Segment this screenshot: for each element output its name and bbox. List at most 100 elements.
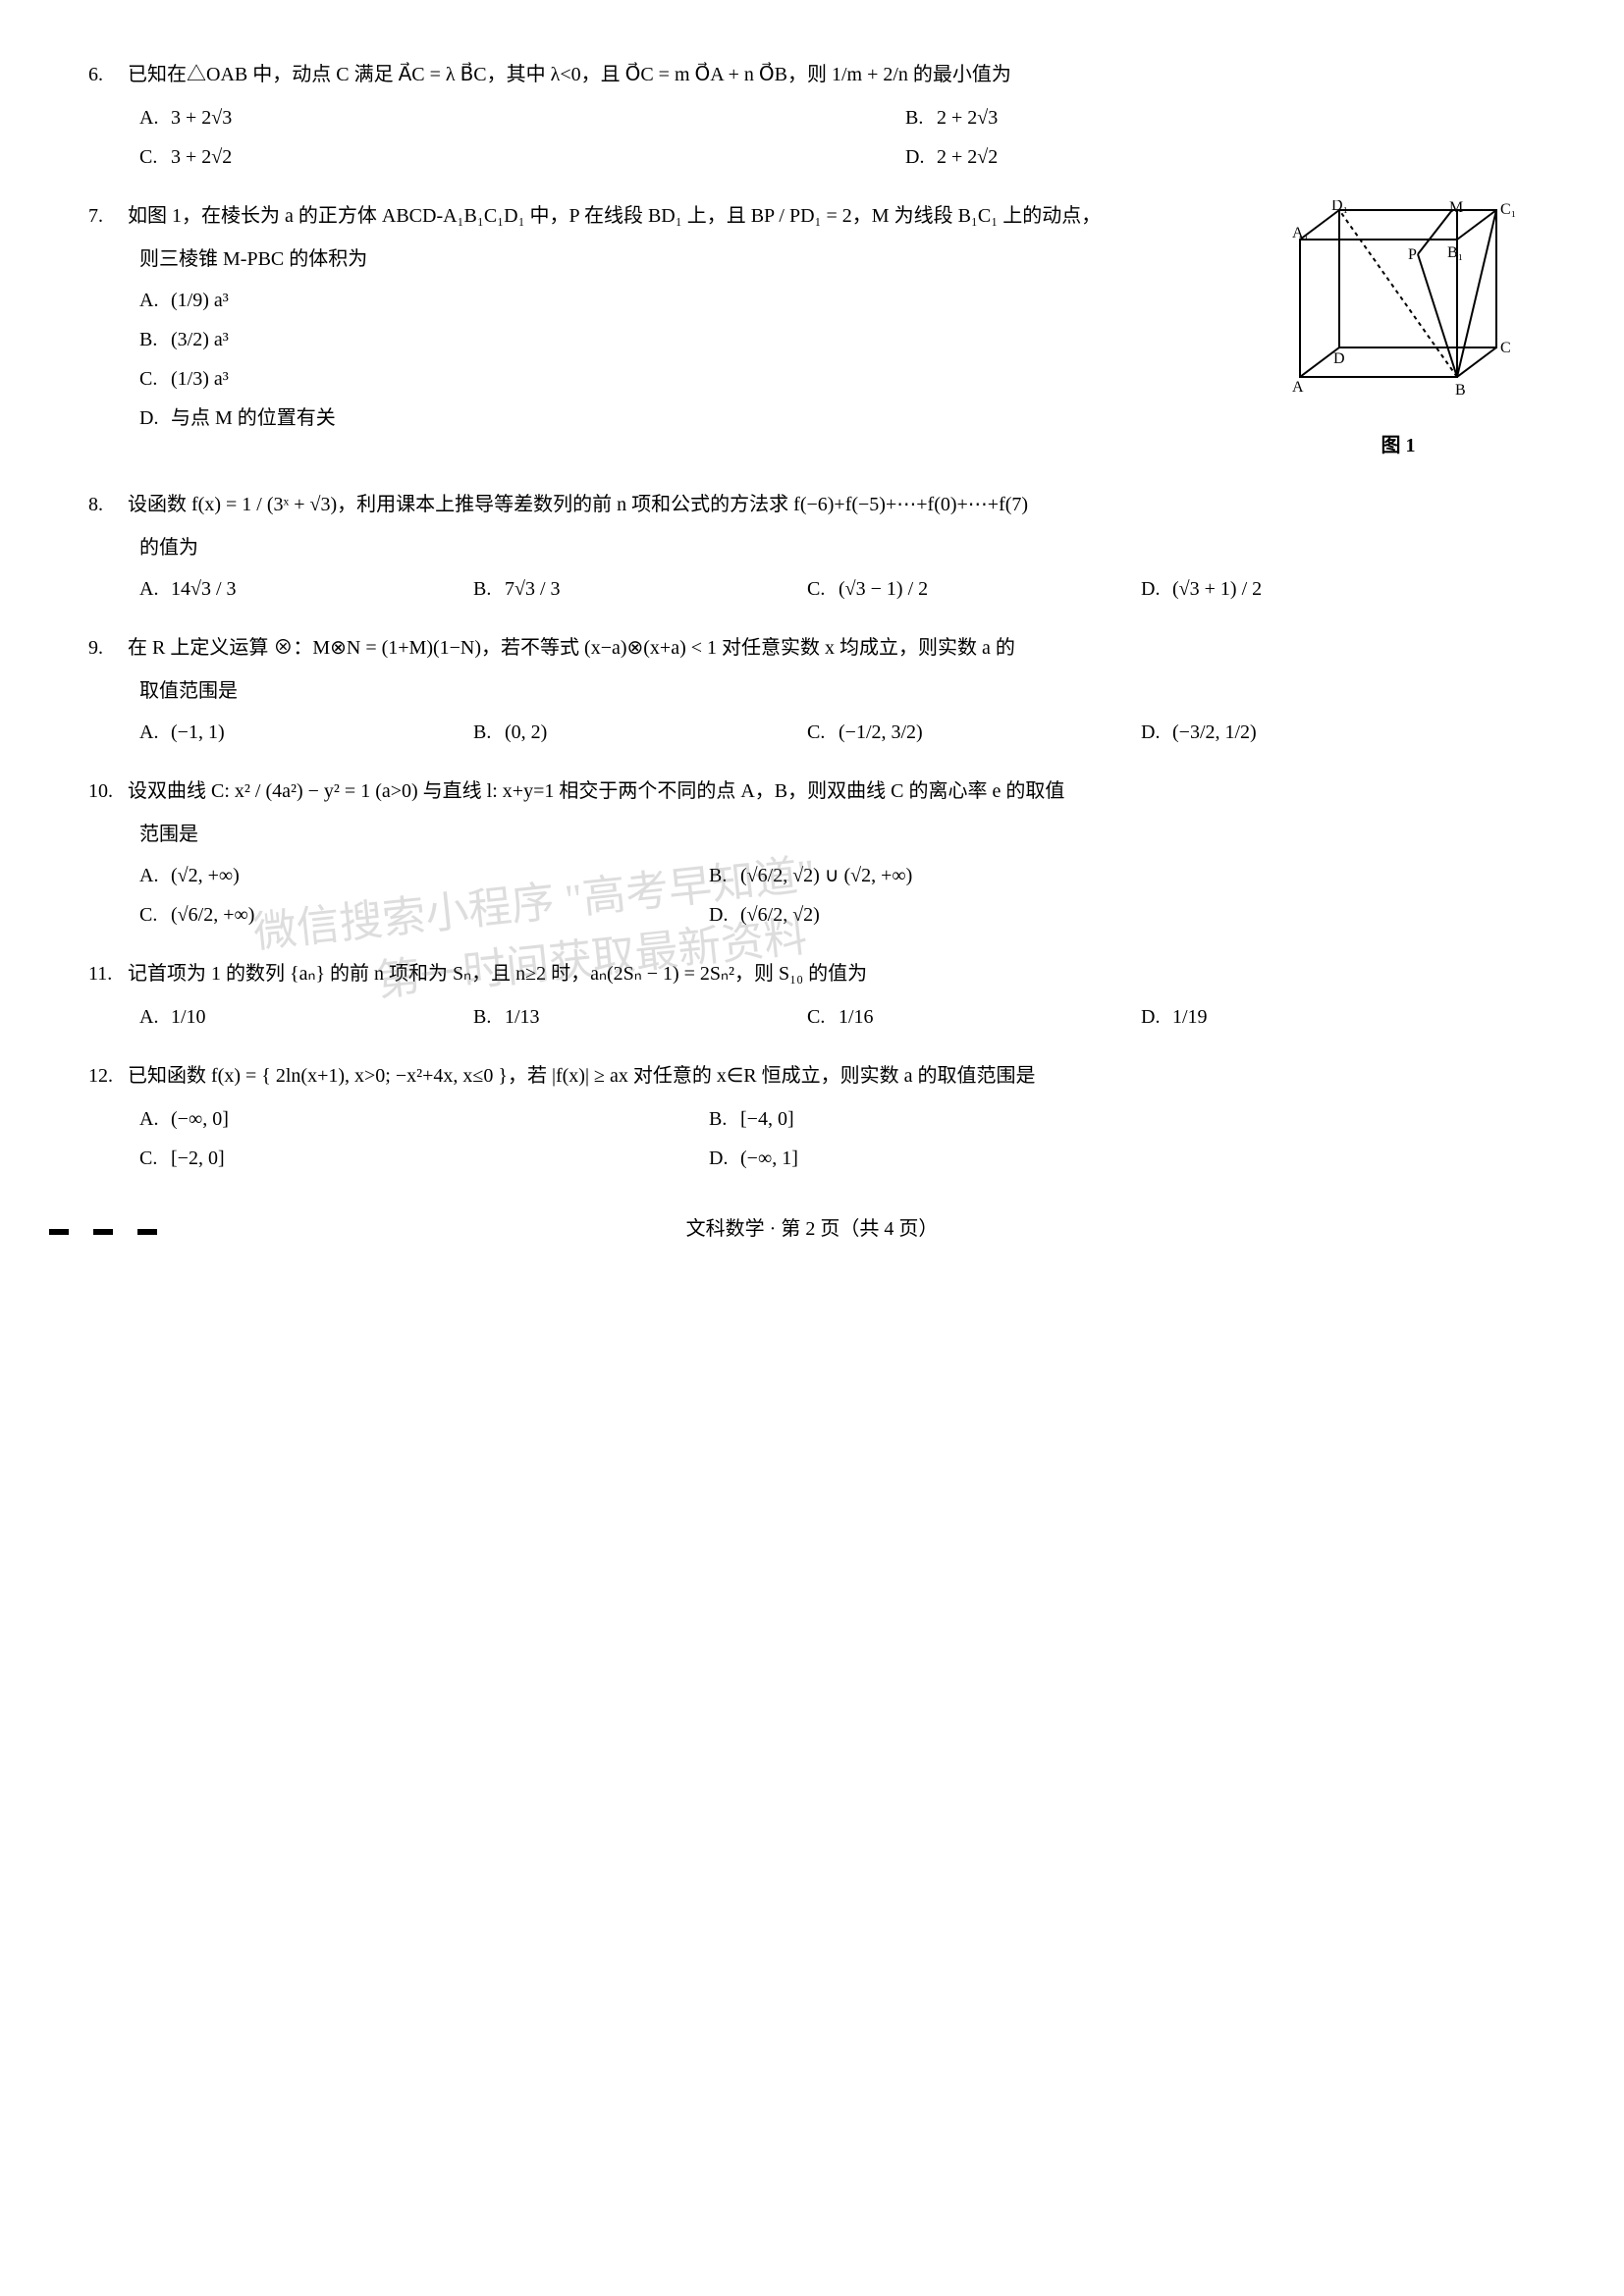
option-label-d: D. [1141,1001,1172,1033]
q7-option-b: B.(3/2) a³ [139,324,473,355]
option-label-d: D. [1141,573,1172,605]
question-12: 12.已知函数 f(x) = { 2ln(x+1), x>0; −x²+4x, … [88,1060,1536,1174]
q6-text: 已知在△OAB 中，动点 C 满足 A⃗C = λ B⃗C，其中 λ<0，且 O… [128,64,1011,85]
q8-c-text: (√3 − 1) / 2 [839,578,928,600]
svg-text:A₁: A₁ [1292,225,1309,241]
q10-b-text: (√6/2, √2) ∪ (√2, +∞) [740,865,912,886]
q8-option-b: B.7√3 / 3 [473,573,807,605]
figure-1: A B C D A₁ B₁ C₁ D₁ P M 图 1 [1261,200,1536,461]
q6-stem: 6.已知在△OAB 中，动点 C 满足 A⃗C = λ B⃗C，其中 λ<0，且… [88,59,1536,90]
q12-c-text: [−2, 0] [171,1148,225,1169]
q10-option-d: D.(√6/2, √2) [709,899,1043,931]
q8-b-text: 7√3 / 3 [505,578,561,600]
q8-d-text: (√3 + 1) / 2 [1172,578,1262,600]
q12-option-c: C.[−2, 0] [139,1143,709,1174]
option-label-a: A. [139,285,171,316]
q10-option-c: C.(√6/2, +∞) [139,899,709,931]
q10-number: 10. [88,775,128,807]
option-label-d: D. [139,402,171,434]
q10-a-text: (√2, +∞) [171,865,240,886]
option-label-d: D. [905,141,937,173]
option-label-a: A. [139,1001,171,1033]
q10-option-a: A.(√2, +∞) [139,860,709,891]
option-label-d: D. [709,899,740,931]
q12-b-text: [−4, 0] [740,1108,794,1130]
svg-text:D: D [1333,350,1345,367]
q11-option-a: A.1/10 [139,1001,473,1033]
svg-text:B: B [1455,382,1466,399]
option-label-b: B. [473,573,505,605]
q9-text: 在 R 上定义运算 ⊗：M⊗N = (1+M)(1−N)，若不等式 (x−a)⊗… [128,637,1015,659]
option-label-d: D. [1141,717,1172,748]
q6-number: 6. [88,59,128,90]
svg-text:B₁: B₁ [1447,244,1463,261]
question-10: 10.设双曲线 C: x² / (4a²) − y² = 1 (a>0) 与直线… [88,775,1536,931]
q9-c-text: (−1/2, 3/2) [839,721,923,743]
q9-sub: 取值范围是 [139,675,1536,707]
q9-a-text: (−1, 1) [171,721,225,743]
q7-a-text: (1/9) a³ [171,290,229,311]
footer-dashes: ▬ ▬ ▬ [49,1213,167,1245]
q6-option-c: C.3 + 2√2 [139,141,473,173]
q10-c-text: (√6/2, +∞) [171,904,254,926]
option-label-b: B. [473,717,505,748]
option-label-c: C. [139,363,171,395]
q10-d-text: (√6/2, √2) [740,904,820,926]
page-footer: ▬ ▬ ▬ 文科数学 · 第 2 页（共 4 页） [88,1213,1536,1245]
q12-option-d: D.(−∞, 1] [709,1143,1043,1174]
cube-diagram-icon: A B C D A₁ B₁ C₁ D₁ P M [1271,200,1526,416]
option-label-c: C. [139,141,171,173]
q6-c-text: 3 + 2√2 [171,146,232,168]
svg-text:D₁: D₁ [1331,200,1348,214]
q10-sub: 范围是 [139,819,1536,850]
q6-option-d: D.2 + 2√2 [905,141,1239,173]
q8-stem: 8.设函数 f(x) = 1 / (3ˣ + √3)，利用课本上推导等差数列的前… [88,489,1536,520]
question-7: A B C D A₁ B₁ C₁ D₁ P M 图 1 7.如图 1，在棱长为 … [88,200,1536,461]
q12-d-text: (−∞, 1] [740,1148,798,1169]
option-label-c: C. [807,573,839,605]
q9-number: 9. [88,632,128,664]
q7-number: 7. [88,200,128,232]
q11-d-text: 1/19 [1172,1006,1208,1028]
q7-d-text: 与点 M 的位置有关 [171,407,336,429]
option-label-b: B. [473,1001,505,1033]
option-label-b: B. [709,1103,740,1135]
option-label-a: A. [139,102,171,133]
q6-d-text: 2 + 2√2 [937,146,998,168]
q7-option-a: A.(1/9) a³ [139,285,473,316]
q7-text: 如图 1，在棱长为 a 的正方体 ABCD-A₁B₁C₁D₁ 中，P 在线段 B… [128,205,1101,227]
q6-option-a: A.3 + 2√3 [139,102,473,133]
q9-option-c: C.(−1/2, 3/2) [807,717,1141,748]
option-label-b: B. [905,102,937,133]
question-8: 8.设函数 f(x) = 1 / (3ˣ + √3)，利用课本上推导等差数列的前… [88,489,1536,605]
q9-stem: 9.在 R 上定义运算 ⊗：M⊗N = (1+M)(1−N)，若不等式 (x−a… [88,632,1536,664]
q11-option-d: D.1/19 [1141,1001,1475,1033]
svg-text:P: P [1408,246,1417,263]
option-label-c: C. [139,899,171,931]
svg-text:M: M [1449,200,1463,216]
svg-text:C: C [1500,340,1511,356]
q9-option-d: D.(−3/2, 1/2) [1141,717,1475,748]
footer-text: 文科数学 · 第 2 页（共 4 页） [686,1218,939,1240]
q9-d-text: (−3/2, 1/2) [1172,721,1257,743]
q11-option-b: B.1/13 [473,1001,807,1033]
q11-a-text: 1/10 [171,1006,206,1028]
question-6: 6.已知在△OAB 中，动点 C 满足 A⃗C = λ B⃗C，其中 λ<0，且… [88,59,1536,173]
q10-option-b: B.(√6/2, √2) ∪ (√2, +∞) [709,860,1043,891]
q11-number: 11. [88,958,128,989]
q11-c-text: 1/16 [839,1006,874,1028]
q8-text: 设函数 f(x) = 1 / (3ˣ + √3)，利用课本上推导等差数列的前 n… [128,494,1028,515]
q12-text: 已知函数 f(x) = { 2ln(x+1), x>0; −x²+4x, x≤0… [128,1065,1035,1087]
q10-stem: 10.设双曲线 C: x² / (4a²) − y² = 1 (a>0) 与直线… [88,775,1536,807]
q8-option-a: A.14√3 / 3 [139,573,473,605]
option-label-c: C. [139,1143,171,1174]
option-label-a: A. [139,717,171,748]
q9-option-b: B.(0, 2) [473,717,807,748]
option-label-b: B. [709,860,740,891]
q12-option-a: A.(−∞, 0] [139,1103,709,1135]
svg-text:C₁: C₁ [1500,201,1516,218]
q12-number: 12. [88,1060,128,1092]
q7-c-text: (1/3) a³ [171,368,229,390]
q7-b-text: (3/2) a³ [171,329,229,350]
question-9: 9.在 R 上定义运算 ⊗：M⊗N = (1+M)(1−N)，若不等式 (x−a… [88,632,1536,748]
